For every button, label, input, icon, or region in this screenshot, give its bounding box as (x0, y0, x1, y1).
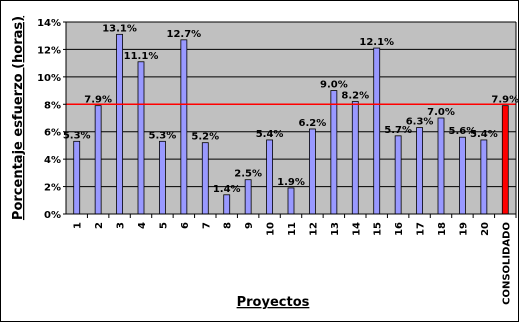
x-tick-label: 18 (437, 222, 448, 236)
data-label: 13.1% (102, 23, 137, 34)
x-tick-label: 1 (73, 222, 84, 229)
y-tick-label: 10% (37, 73, 61, 84)
data-label: 7.9% (84, 95, 112, 106)
data-label: 7.0% (427, 107, 455, 118)
data-label: 5.6% (449, 126, 477, 137)
bar (73, 140, 81, 215)
data-label: 8.2% (341, 91, 369, 102)
x-tick-label: 5 (158, 222, 169, 229)
data-label: 12.7% (167, 29, 202, 40)
x-tick-label: CONSOLIDADO (501, 222, 512, 305)
data-label: 5.4% (470, 129, 498, 140)
data-label: 2.5% (234, 169, 262, 180)
x-axis-title: Proyectos (237, 295, 310, 310)
x-tick-label: 9 (244, 222, 255, 229)
x-tick-label: 19 (458, 222, 469, 236)
y-tick-label: 2% (44, 183, 61, 194)
data-label: 5.3% (149, 130, 177, 141)
x-tick-label: 15 (373, 222, 384, 236)
data-label: 5.7% (384, 125, 412, 136)
bar (480, 139, 488, 215)
data-label: 6.2% (299, 118, 327, 129)
bar (351, 101, 359, 215)
x-tick-label: 12 (308, 222, 319, 236)
x-tick-label: 14 (351, 222, 362, 236)
bar (137, 61, 145, 215)
data-labels: 5.3% 7.9% 13.1% 11.1% 5.3% 12.7% 5.2% 1.4% 2.5% 5… (63, 23, 519, 194)
y-tick-label: 6% (44, 128, 61, 139)
bar (501, 105, 509, 215)
axes (63, 21, 517, 218)
x-tick-label: 4 (137, 222, 148, 229)
data-label: 5.4% (256, 129, 284, 140)
x-tick-label: 2 (94, 222, 105, 229)
data-label: 1.9% (277, 177, 305, 188)
bar (116, 33, 123, 215)
x-tick-label: 13 (330, 222, 341, 236)
bar (437, 117, 445, 215)
bar (309, 128, 316, 215)
data-label: 5.2% (191, 132, 219, 143)
bar (201, 142, 209, 215)
x-tick-label: 17 (416, 222, 427, 236)
x-tick-label: 7 (201, 222, 212, 229)
bar (287, 187, 295, 215)
bar (459, 136, 466, 215)
bar (266, 139, 273, 215)
data-label: 12.1% (359, 37, 394, 48)
data-label: 5.3% (63, 130, 91, 141)
y-tick-label: 4% (44, 155, 61, 166)
bar (223, 194, 231, 215)
data-label: 11.1% (124, 51, 159, 62)
bar (180, 39, 188, 215)
x-tick-labels: 1 2 3 4 5 6 7 8 9 10 11 12 13 14 15 16 17 18 19 20 CONSOLIDA… (73, 222, 513, 305)
y-tick-label: 14% (37, 18, 61, 29)
data-label: 6.3% (406, 117, 434, 128)
bar (373, 47, 381, 215)
y-axis-title: Porcentaje esfuerzo (horas) (11, 16, 26, 220)
x-tick-label: 8 (223, 222, 234, 229)
x-tick-label: 20 (480, 222, 491, 236)
bar (159, 140, 166, 215)
bar (94, 105, 102, 215)
bar (394, 135, 402, 215)
data-label: 1.4% (213, 184, 241, 195)
y-tick-label: 8% (44, 100, 61, 111)
bar (416, 127, 423, 215)
x-tick-label: 10 (266, 222, 277, 236)
x-tick-label: 11 (287, 222, 298, 236)
data-label: 9.0% (320, 80, 348, 91)
bar (330, 90, 338, 215)
data-label: 7.9% (491, 95, 519, 106)
y-tick-label: 0% (44, 210, 61, 221)
x-tick-label: 6 (180, 222, 191, 229)
bar (244, 179, 252, 215)
bars (73, 33, 509, 215)
y-tick-label: 12% (37, 45, 61, 56)
x-tick-label: 3 (116, 222, 127, 229)
y-tick-labels: 0% 2% 4% 6% 8% 10% 12% 14% (37, 18, 61, 221)
x-tick-label: 16 (394, 222, 405, 236)
